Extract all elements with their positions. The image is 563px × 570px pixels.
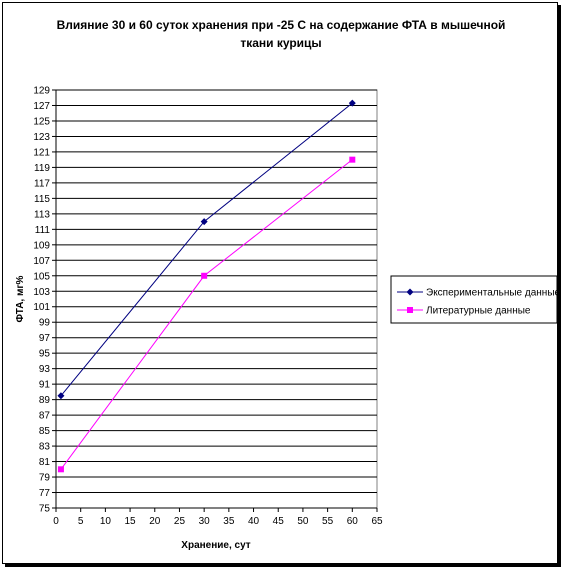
y-tick-label: 81 xyxy=(39,457,51,468)
y-axis-label: ФТА, мг% xyxy=(15,275,26,322)
chart-canvas: Влияние 30 и 60 суток хранения при -25 С… xyxy=(15,18,557,551)
y-tick-label: 107 xyxy=(33,256,50,267)
y-tick-label: 77 xyxy=(39,488,51,499)
y-axis-ticks: 75 77 79 81 83 85 87 89 91 93 95 97 99 101 103 105 107 10… xyxy=(33,86,56,515)
x-tick-label: 45 xyxy=(273,516,285,527)
y-tick-label: 129 xyxy=(33,86,50,97)
y-tick-label: 99 xyxy=(39,318,51,329)
chart-frame: Влияние 30 и 60 суток хранения при -25 С… xyxy=(2,2,558,564)
y-tick-label: 111 xyxy=(35,225,51,236)
x-tick-label: 20 xyxy=(149,516,161,527)
y-tick-label: 123 xyxy=(33,132,50,143)
plot-area xyxy=(55,89,378,509)
legend-swatch-marker xyxy=(407,307,413,313)
chart-title-line-1: Влияние 30 и 60 суток хранения при -25 С… xyxy=(57,18,506,32)
y-tick-label: 75 xyxy=(39,504,51,515)
y-tick-label: 109 xyxy=(33,240,50,251)
x-axis-ticks: 0 5 10 15 20 25 30 35 40 45 50 55 60 65 xyxy=(53,508,383,527)
x-tick-label: 65 xyxy=(371,516,383,527)
x-tick-label: 0 xyxy=(53,516,59,527)
x-tick-label: 50 xyxy=(297,516,309,527)
y-tick-label: 89 xyxy=(39,395,51,406)
x-tick-label: 10 xyxy=(100,516,112,527)
legend: Экспериментальные данные Литературные дан… xyxy=(390,275,557,324)
y-tick-label: 113 xyxy=(34,209,50,220)
y-tick-label: 95 xyxy=(39,349,51,360)
legend-label: Литературные данные xyxy=(426,306,531,317)
y-tick-label: 105 xyxy=(33,271,50,282)
y-tick-label: 117 xyxy=(34,178,50,189)
x-tick-label: 5 xyxy=(78,516,84,527)
axes xyxy=(55,90,377,509)
y-tick-label: 119 xyxy=(34,163,50,174)
data-point-series-1 xyxy=(348,99,356,107)
y-tick-label: 101 xyxy=(33,302,50,313)
data-point-series-1 xyxy=(200,218,208,226)
chart-title-line-2: ткани курицы xyxy=(240,36,321,50)
x-tick-label: 55 xyxy=(322,516,334,527)
data-point-series-2 xyxy=(57,466,64,473)
y-tick-label: 93 xyxy=(39,364,51,375)
y-tick-label: 97 xyxy=(39,333,51,344)
legend-label: Экспериментальные данные xyxy=(426,288,557,299)
data-point-series-2 xyxy=(349,156,356,163)
data-point-series-2 xyxy=(201,272,208,279)
x-tick-label: 35 xyxy=(223,516,235,527)
y-tick-label: 103 xyxy=(33,287,50,298)
y-tick-label: 115 xyxy=(34,194,50,205)
chart-title: Влияние 30 и 60 суток хранения при -25 С… xyxy=(57,18,506,50)
legend-swatch-marker xyxy=(406,288,414,296)
x-tick-label: 25 xyxy=(174,516,186,527)
y-tick-label: 85 xyxy=(39,426,51,437)
x-tick-label: 40 xyxy=(248,516,260,527)
legend-item-1: Экспериментальные данные xyxy=(397,288,557,299)
series-markers xyxy=(57,99,356,473)
y-tick-label: 91 xyxy=(39,380,51,391)
x-tick-label: 15 xyxy=(125,516,137,527)
x-tick-label: 30 xyxy=(199,516,211,527)
y-tick-label: 125 xyxy=(33,116,50,127)
x-tick-label: 60 xyxy=(347,516,359,527)
grid-lines xyxy=(56,89,377,494)
legend-item-2: Литературные данные xyxy=(397,306,531,317)
y-tick-label: 83 xyxy=(39,442,51,453)
x-axis-label: Хранение, сут xyxy=(181,540,250,551)
data-point-series-1 xyxy=(57,392,65,400)
y-tick-label: 87 xyxy=(39,411,51,422)
y-tick-label: 79 xyxy=(39,473,51,484)
y-tick-label: 127 xyxy=(33,101,50,112)
legend-box xyxy=(390,275,557,324)
y-tick-label: 121 xyxy=(33,147,50,158)
